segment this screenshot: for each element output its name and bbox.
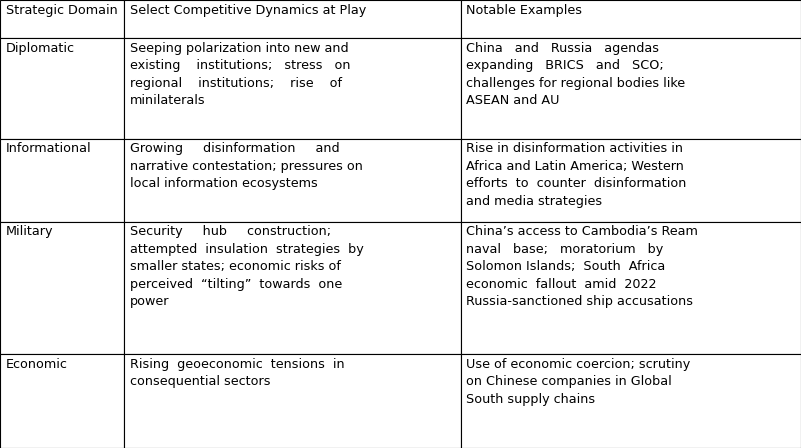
Text: Diplomatic: Diplomatic <box>6 42 74 55</box>
Bar <box>124 222 461 354</box>
Text: China’s access to Cambodia’s Ream
naval   base;   moratorium   by
Solomon Island: China’s access to Cambodia’s Ream naval … <box>466 225 698 308</box>
Text: Strategic Domain: Strategic Domain <box>6 4 118 17</box>
Text: China   and   Russia   agendas
expanding   BRICS   and   SCO;
challenges for reg: China and Russia agendas expanding BRICS… <box>466 42 686 107</box>
Bar <box>0 139 124 222</box>
Text: Select Competitive Dynamics at Play: Select Competitive Dynamics at Play <box>130 4 366 17</box>
Bar <box>0 0 124 38</box>
Text: Growing     disinformation     and
narrative contestation; pressures on
local in: Growing disinformation and narrative con… <box>130 142 363 190</box>
Bar <box>124 38 461 139</box>
Bar <box>461 222 801 354</box>
Text: Security     hub     construction;
attempted  insulation  strategies  by
smaller: Security hub construction; attempted ins… <box>130 225 364 308</box>
Bar <box>461 0 801 38</box>
Text: Seeping polarization into new and
existing    institutions;   stress   on
region: Seeping polarization into new and existi… <box>130 42 350 107</box>
Bar <box>0 222 124 354</box>
Bar <box>461 38 801 139</box>
Bar <box>0 354 124 448</box>
Bar <box>124 354 461 448</box>
Text: Economic: Economic <box>6 358 67 370</box>
Text: Notable Examples: Notable Examples <box>466 4 582 17</box>
Bar <box>124 139 461 222</box>
Bar <box>461 139 801 222</box>
Text: Use of economic coercion; scrutiny
on Chinese companies in Global
South supply c: Use of economic coercion; scrutiny on Ch… <box>466 358 690 405</box>
Text: Military: Military <box>6 225 53 238</box>
Text: Informational: Informational <box>6 142 91 155</box>
Bar <box>461 354 801 448</box>
Text: Rising  geoeconomic  tensions  in
consequential sectors: Rising geoeconomic tensions in consequen… <box>130 358 344 388</box>
Bar <box>124 0 461 38</box>
Bar <box>0 38 124 139</box>
Text: Rise in disinformation activities in
Africa and Latin America; Western
efforts  : Rise in disinformation activities in Afr… <box>466 142 686 208</box>
